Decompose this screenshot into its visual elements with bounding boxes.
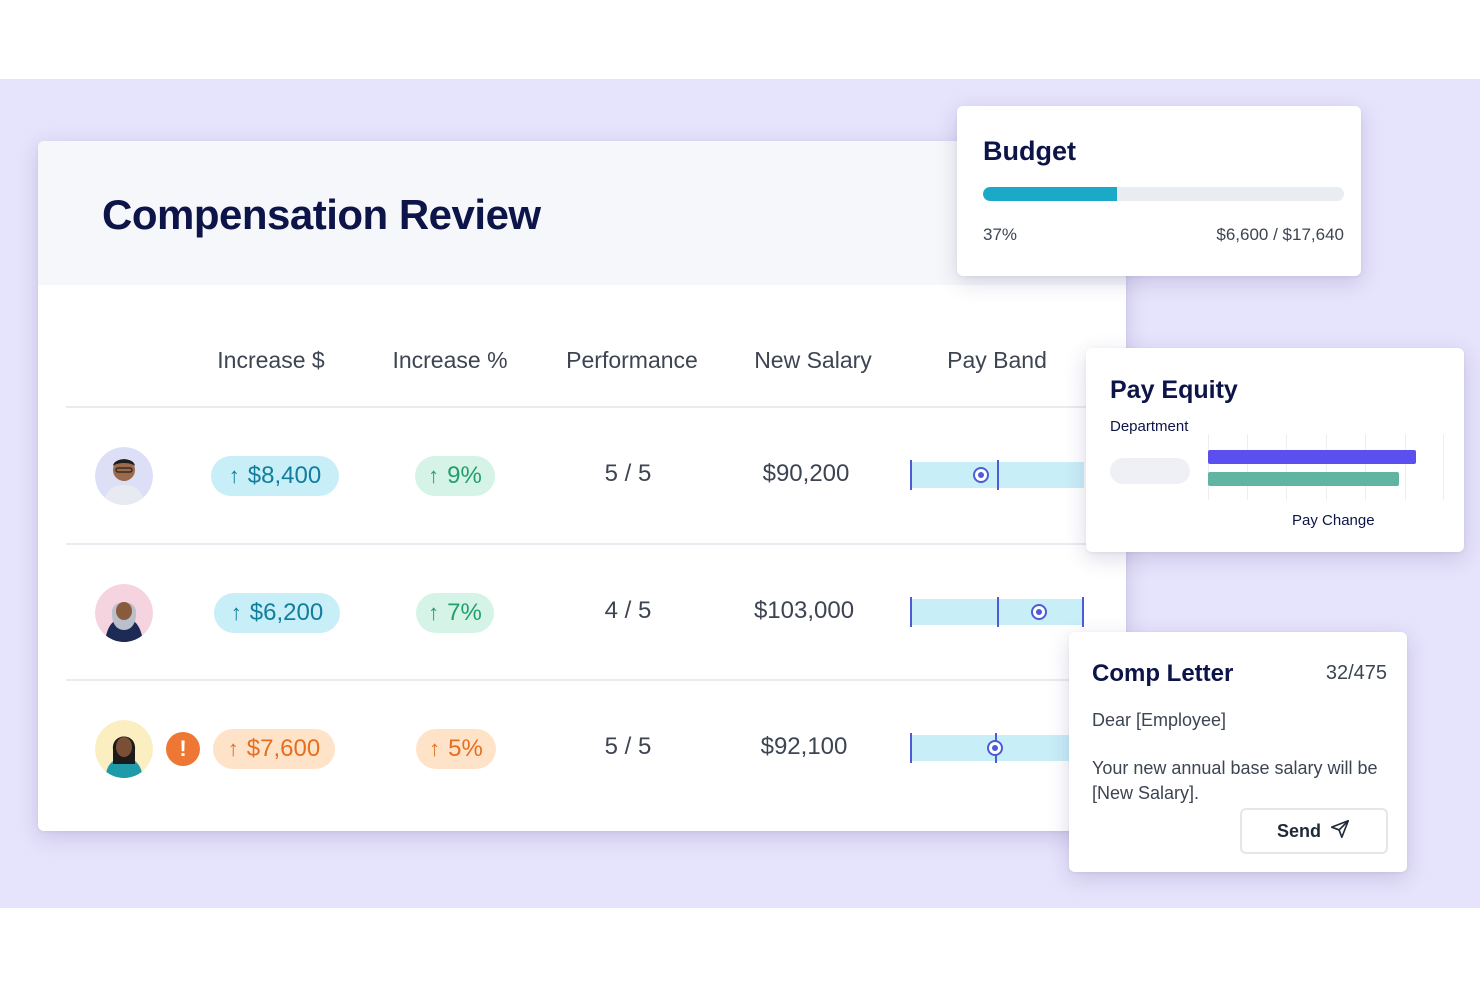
pay-band-range bbox=[910, 597, 1084, 627]
row-divider bbox=[66, 543, 1126, 545]
pay-band-max bbox=[1082, 597, 1084, 627]
card-header: Compensation Review bbox=[38, 141, 1126, 285]
pay-equity-card: Pay Equity Department Pay Change bbox=[1086, 348, 1464, 552]
grid-line bbox=[1208, 434, 1209, 500]
increase-percent-badge: ↑ 5% bbox=[416, 729, 496, 769]
new-salary-value: $103,000 bbox=[753, 597, 855, 624]
comp-letter-body[interactable]: Your new annual base salary will be [New… bbox=[1092, 758, 1378, 803]
pay-band-range bbox=[910, 460, 1084, 490]
row-divider bbox=[66, 406, 1126, 408]
table-row[interactable]: ! ↑ $7,600 ↑ 5% 5 / 5 $92,100 bbox=[38, 681, 1126, 817]
increase-amount-badge: ↑ $8,400 bbox=[211, 456, 339, 496]
column-headers: Increase $ Increase % Performance New Sa… bbox=[38, 347, 1126, 387]
comp-letter-card: Comp Letter 32/475 Dear [Employee] Your … bbox=[1069, 632, 1407, 872]
column-header-pay-band[interactable]: Pay Band bbox=[947, 347, 1047, 373]
pay-equity-bar bbox=[1208, 450, 1416, 464]
row-divider bbox=[66, 679, 1126, 681]
pay-equity-group-label: Department bbox=[1110, 418, 1189, 435]
column-header-increase-percent[interactable]: Increase % bbox=[392, 347, 508, 373]
column-header-performance[interactable]: Performance bbox=[566, 347, 698, 373]
increase-amount-badge: ↑ $6,200 bbox=[214, 593, 340, 633]
send-button-label: Send bbox=[1276, 820, 1321, 841]
column-header-increase-amount[interactable]: Increase $ bbox=[217, 347, 325, 373]
group-selector-placeholder[interactable] bbox=[1110, 458, 1190, 484]
increase-percent-value: 7% bbox=[447, 599, 482, 626]
pay-band-midpoint bbox=[997, 597, 999, 627]
pay-band-marker bbox=[973, 467, 990, 483]
avatar[interactable] bbox=[95, 584, 153, 642]
send-button[interactable]: Send bbox=[1240, 808, 1388, 854]
table-row[interactable]: ↑ $6,200 ↑ 7% 4 / 5 $103,000 bbox=[38, 545, 1126, 681]
grid-line bbox=[1247, 434, 1248, 500]
pay-equity-bar bbox=[1208, 472, 1400, 486]
pay-band-midpoint bbox=[997, 460, 999, 490]
alert-icon[interactable]: ! bbox=[166, 732, 200, 766]
increase-amount-badge: ↑ $7,600 bbox=[213, 729, 335, 769]
increase-amount-value: $6,200 bbox=[249, 599, 324, 626]
comp-letter-title: Comp Letter bbox=[1092, 660, 1234, 687]
arrow-up-icon: ↑ bbox=[428, 600, 440, 625]
increase-percent-badge: ↑ 9% bbox=[415, 456, 495, 496]
grid-line bbox=[1326, 434, 1327, 500]
arrow-up-icon: ↑ bbox=[228, 463, 240, 488]
pay-band-min bbox=[910, 597, 912, 627]
pay-equity-x-label: Pay Change bbox=[1292, 512, 1375, 529]
pay-band-min bbox=[910, 460, 912, 490]
performance-value: 5 / 5 bbox=[604, 460, 652, 487]
new-salary-value: $90,200 bbox=[762, 460, 850, 487]
budget-percent: 37% bbox=[983, 225, 1018, 244]
arrow-up-icon: ↑ bbox=[429, 736, 441, 761]
budget-card: Budget 37% $6,600 / $17,640 bbox=[957, 106, 1361, 276]
increase-percent-value: 5% bbox=[448, 735, 483, 762]
pay-equity-chart bbox=[1208, 434, 1444, 500]
new-salary-value: $92,100 bbox=[760, 733, 848, 760]
grid-line bbox=[1286, 434, 1287, 500]
comp-letter-greeting: Dear [Employee] bbox=[1092, 710, 1227, 730]
arrow-up-icon: ↑ bbox=[428, 463, 440, 488]
increase-amount-value: $8,400 bbox=[247, 462, 322, 489]
increase-amount-value: $7,600 bbox=[246, 735, 321, 762]
comp-letter-count: 32/475 bbox=[1325, 662, 1387, 684]
avatar[interactable] bbox=[95, 720, 153, 778]
arrow-up-icon: ↑ bbox=[227, 736, 239, 761]
pay-band-marker bbox=[987, 740, 1004, 756]
budget-amount: $6,600 / $17,640 bbox=[1216, 225, 1344, 244]
grid-line bbox=[1405, 434, 1406, 500]
compensation-review-card: Compensation Review Increase $ Increase … bbox=[38, 141, 1126, 831]
performance-value: 4 / 5 bbox=[604, 597, 652, 624]
pay-equity-title: Pay Equity bbox=[1110, 376, 1238, 404]
page-title: Compensation Review bbox=[102, 191, 541, 238]
budget-progress-fill bbox=[983, 187, 1117, 201]
pay-band-min bbox=[910, 733, 912, 763]
table-row[interactable]: ↑ $8,400 ↑ 9% 5 / 5 $90,200 bbox=[38, 408, 1126, 544]
increase-percent-badge: ↑ 7% bbox=[416, 593, 494, 633]
pay-band-range bbox=[910, 733, 1084, 763]
increase-percent-value: 9% bbox=[447, 462, 482, 489]
column-header-new-salary[interactable]: New Salary bbox=[754, 347, 872, 373]
performance-value: 5 / 5 bbox=[604, 733, 652, 760]
arrow-up-icon: ↑ bbox=[230, 600, 242, 625]
pay-band-marker bbox=[1030, 604, 1047, 620]
send-icon bbox=[1329, 818, 1351, 845]
budget-title: Budget bbox=[983, 136, 1076, 166]
grid-line bbox=[1443, 434, 1444, 500]
avatar[interactable] bbox=[95, 447, 153, 505]
budget-progress-bar bbox=[983, 187, 1344, 201]
grid-line bbox=[1365, 434, 1366, 500]
